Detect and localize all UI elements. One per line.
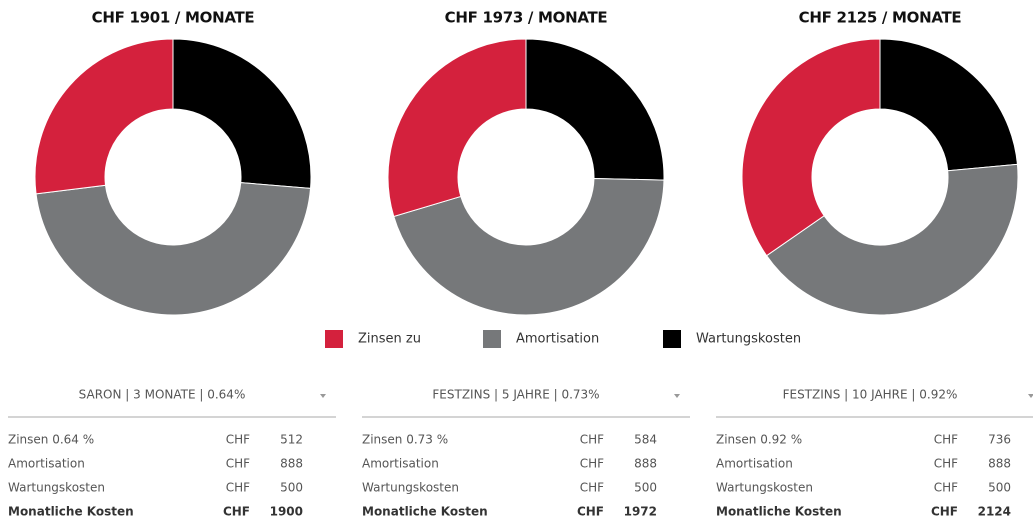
chart-title: CHF 2125 / MONATE <box>799 9 962 27</box>
total-currency: CHF <box>931 505 958 519</box>
total-label: Monatliche Kosten <box>362 505 488 519</box>
donut-slice <box>387 38 527 218</box>
row-currency: CHF <box>934 481 958 495</box>
legend-swatch <box>663 330 681 348</box>
total-amount: 1900 <box>270 505 303 519</box>
row-currency: CHF <box>226 457 250 471</box>
legend-swatch <box>325 330 343 348</box>
donut-slice <box>525 38 665 181</box>
total-label: Monatliche Kosten <box>716 505 842 519</box>
row-currency: CHF <box>934 433 958 447</box>
row-currency: CHF <box>934 457 958 471</box>
row-label: Wartungskosten <box>8 481 105 495</box>
row-currency: CHF <box>226 433 250 447</box>
donut-slice <box>35 182 312 316</box>
total-amount: 1972 <box>624 505 657 519</box>
row-currency: CHF <box>580 433 604 447</box>
legend-label: Zinsen zu <box>358 332 421 347</box>
legend-swatch <box>483 330 501 348</box>
plan-selector[interactable]: FESTZINS | 10 JAHRE | 0.92% <box>783 388 958 402</box>
row-amount: 888 <box>280 457 303 471</box>
row-amount: 500 <box>988 481 1011 495</box>
row-label: Amortisation <box>716 457 793 471</box>
legend-label: Wartungskosten <box>696 332 801 347</box>
row-currency: CHF <box>226 481 250 495</box>
plan-selector[interactable]: SARON | 3 MONATE | 0.64% <box>79 388 246 402</box>
dropdown-arrow[interactable] <box>674 394 680 398</box>
row-amount: 736 <box>988 433 1011 447</box>
chart-title: CHF 1973 / MONATE <box>445 9 608 27</box>
donut-slice <box>34 38 174 195</box>
plan-selector[interactable]: FESTZINS | 5 JAHRE | 0.73% <box>432 388 599 402</box>
row-label: Amortisation <box>8 457 85 471</box>
dropdown-arrow[interactable] <box>320 394 326 398</box>
row-label: Zinsen 0.64 % <box>8 433 94 447</box>
total-currency: CHF <box>223 505 250 519</box>
row-amount: 500 <box>634 481 657 495</box>
total-label: Monatliche Kosten <box>8 505 134 519</box>
row-label: Zinsen 0.92 % <box>716 433 802 447</box>
row-amount: 888 <box>634 457 657 471</box>
legend-label: Amortisation <box>516 332 599 347</box>
total-amount: 2124 <box>978 505 1011 519</box>
row-label: Wartungskosten <box>716 481 813 495</box>
row-label: Amortisation <box>362 457 439 471</box>
row-currency: CHF <box>580 481 604 495</box>
row-label: Zinsen 0.73 % <box>362 433 448 447</box>
donut-slice <box>172 38 312 189</box>
row-label: Wartungskosten <box>362 481 459 495</box>
donut-slice <box>765 163 1019 316</box>
donut-slice <box>393 178 665 316</box>
donut-slice <box>879 38 1018 172</box>
total-currency: CHF <box>577 505 604 519</box>
dropdown-arrow[interactable] <box>1028 394 1033 398</box>
row-amount: 500 <box>280 481 303 495</box>
row-amount: 584 <box>634 433 657 447</box>
row-amount: 512 <box>280 433 303 447</box>
row-currency: CHF <box>580 457 604 471</box>
donut-slice <box>741 38 881 257</box>
row-amount: 888 <box>988 457 1011 471</box>
chart-title: CHF 1901 / MONATE <box>92 9 255 27</box>
